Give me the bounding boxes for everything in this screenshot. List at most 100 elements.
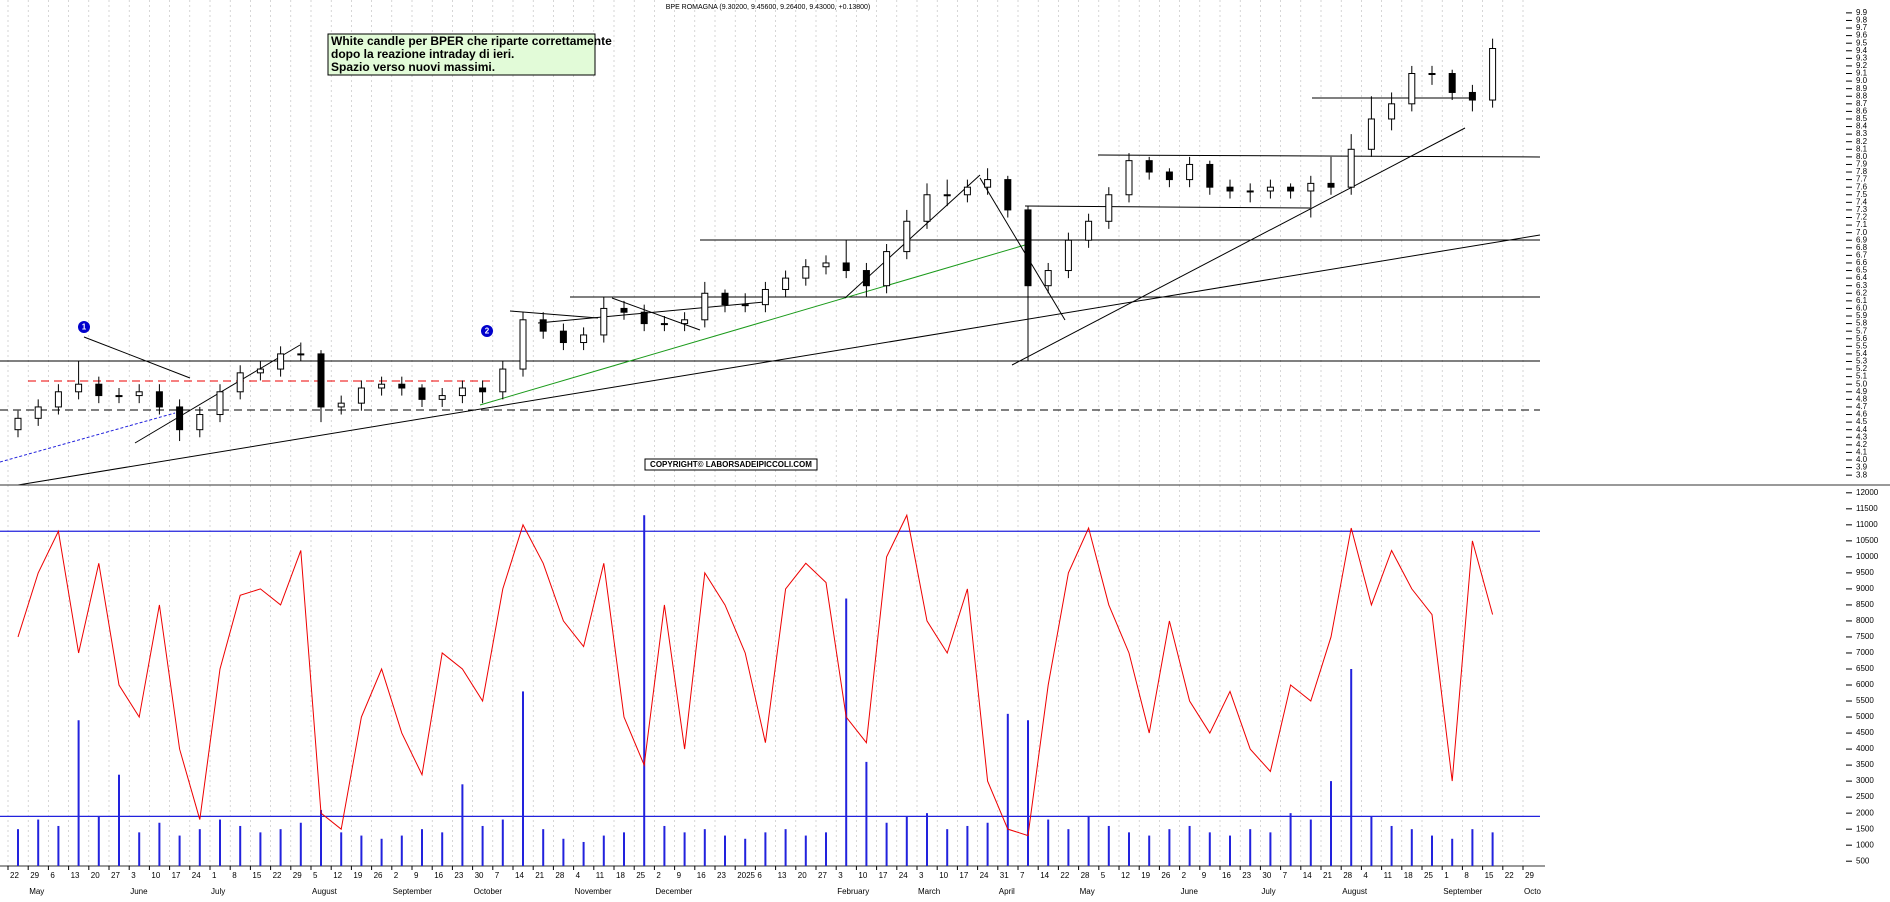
volume-bar bbox=[683, 832, 686, 866]
y-tick-label: 5.9 bbox=[1856, 311, 1868, 320]
month-label: Octo bbox=[1524, 887, 1541, 896]
x-tick-label: 29 bbox=[30, 871, 39, 880]
volume-bar bbox=[1027, 720, 1029, 866]
candle-body bbox=[701, 292, 709, 321]
y-tick-label: 2000 bbox=[1856, 808, 1874, 817]
month-label: July bbox=[211, 887, 225, 896]
volume-bar bbox=[97, 816, 100, 866]
candle-body bbox=[1145, 160, 1153, 173]
y-tick-label: 8.4 bbox=[1856, 122, 1868, 131]
candle-body bbox=[559, 330, 567, 344]
x-tick-label: 22 bbox=[273, 871, 282, 880]
candle-body bbox=[479, 387, 487, 393]
volume-bar bbox=[320, 809, 322, 866]
candle-body bbox=[236, 372, 244, 393]
month-label: July bbox=[1261, 887, 1275, 896]
y-tick-label: 5.7 bbox=[1856, 326, 1868, 335]
candle-body bbox=[216, 391, 224, 416]
x-tick-label: 15 bbox=[252, 871, 261, 880]
volume-bar bbox=[138, 832, 141, 866]
volume-bar bbox=[118, 774, 120, 866]
volume-bar bbox=[158, 822, 161, 866]
y-tick-label: 9.7 bbox=[1856, 23, 1868, 32]
candle-body bbox=[1206, 163, 1214, 188]
volume-bar bbox=[259, 832, 262, 866]
volume-bar bbox=[1410, 829, 1413, 866]
annotation-text: Spazio verso nuovi massimi. bbox=[331, 60, 495, 74]
volume-bar bbox=[1451, 838, 1454, 866]
candle-body bbox=[1489, 48, 1497, 101]
candle-body bbox=[1428, 73, 1436, 76]
volume-bar bbox=[522, 691, 524, 866]
y-tick-label: 6000 bbox=[1856, 680, 1874, 689]
x-tick-label: 14 bbox=[1040, 871, 1049, 880]
x-tick-label: 24 bbox=[899, 871, 908, 880]
candle-body bbox=[34, 406, 42, 419]
candle-body bbox=[196, 414, 204, 431]
x-tick-label: 17 bbox=[879, 871, 888, 880]
candle-body bbox=[458, 387, 466, 397]
candle-body bbox=[1165, 171, 1173, 181]
candle-body bbox=[539, 319, 547, 332]
copyright: COPYRIGHT© LABORSADEIPICCOLI.COM bbox=[650, 460, 812, 469]
volume-bar bbox=[845, 598, 848, 866]
volume-bar bbox=[1491, 832, 1494, 866]
candle-body bbox=[721, 292, 729, 306]
x-tick-label: 21 bbox=[535, 871, 544, 880]
volume-bar bbox=[340, 832, 343, 866]
y-tick-label: 7.9 bbox=[1856, 160, 1868, 169]
oscillator-line bbox=[17, 513, 1494, 837]
candle-body bbox=[54, 391, 62, 408]
candle-body bbox=[115, 395, 123, 398]
candle-body bbox=[660, 323, 668, 326]
y-tick-label: 8.7 bbox=[1856, 99, 1868, 108]
y-tick-label: 6.7 bbox=[1856, 250, 1868, 259]
candle-body bbox=[277, 353, 285, 370]
x-tick-label: 2 bbox=[1182, 871, 1187, 880]
x-tick-label: 9 bbox=[1202, 871, 1207, 880]
x-tick-label: 25 bbox=[1424, 871, 1433, 880]
trend-line bbox=[1011, 127, 1466, 366]
grid bbox=[7, 0, 1524, 866]
candle-body bbox=[1307, 182, 1315, 192]
volume-bar bbox=[1006, 713, 1009, 866]
y-tick-label: 4.7 bbox=[1856, 402, 1868, 411]
x-tick-label: 16 bbox=[697, 871, 706, 880]
y-tick-label: 9.5 bbox=[1856, 38, 1868, 47]
x-tick-label: 14 bbox=[515, 871, 524, 880]
volume-bar bbox=[1208, 832, 1211, 866]
month-label: August bbox=[1342, 887, 1368, 896]
trend-line bbox=[979, 177, 1066, 321]
candle-body bbox=[1085, 220, 1093, 241]
volume-bar bbox=[461, 784, 464, 866]
volume-bar bbox=[623, 832, 625, 866]
x-tick-label: 10 bbox=[858, 871, 867, 880]
candle-body bbox=[256, 368, 264, 374]
month-label: May bbox=[29, 887, 44, 896]
volume-bar bbox=[1471, 829, 1474, 866]
x-tick-label: 19 bbox=[1141, 871, 1150, 880]
volume-bar bbox=[1128, 832, 1130, 866]
candle-body bbox=[862, 270, 870, 287]
x-tick-label: 29 bbox=[293, 871, 302, 880]
y-tick-label: 9000 bbox=[1856, 584, 1874, 593]
y-tick-label: 4.8 bbox=[1856, 394, 1868, 403]
candle-body bbox=[1367, 118, 1375, 150]
volume-bar bbox=[865, 761, 868, 866]
y-tick-label: 6.0 bbox=[1856, 304, 1868, 313]
trend-line bbox=[611, 297, 701, 331]
y-tick-label: 4000 bbox=[1856, 744, 1874, 753]
candle-body bbox=[1327, 182, 1335, 188]
candle-body bbox=[14, 417, 22, 431]
volume-bar bbox=[17, 829, 19, 866]
x-tick-label: 8 bbox=[232, 871, 237, 880]
candle-body bbox=[1226, 186, 1234, 192]
candle-body bbox=[842, 262, 850, 272]
x-tick-label: 27 bbox=[111, 871, 120, 880]
candle-body bbox=[802, 266, 810, 279]
volume-bar bbox=[239, 825, 242, 866]
y-tick-label: 2500 bbox=[1856, 792, 1874, 801]
x-tick-label: 12 bbox=[333, 871, 342, 880]
